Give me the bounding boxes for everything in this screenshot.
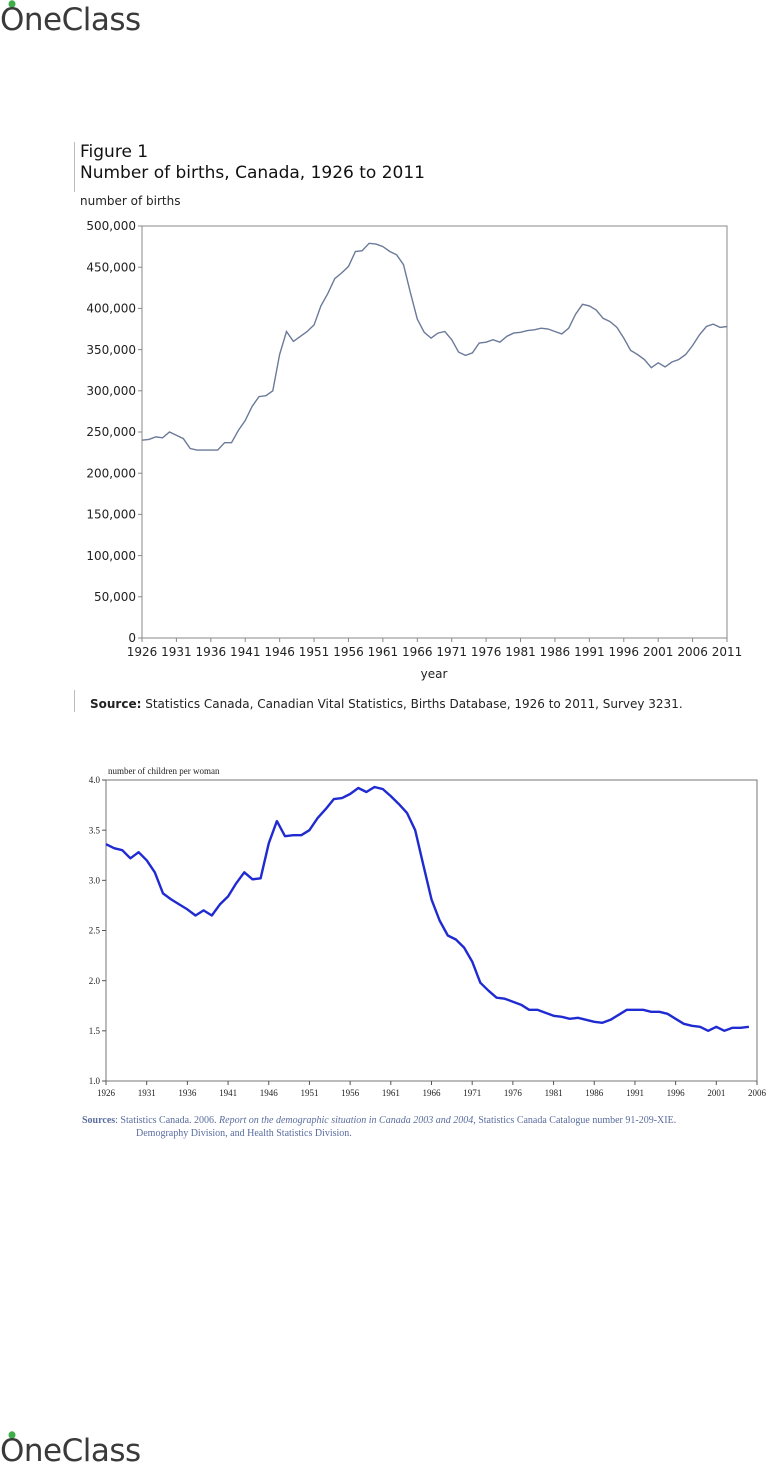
- figure1-header: Figure 1 Number of births, Canada, 1926 …: [80, 142, 425, 184]
- y-tick-label: 300,000: [86, 384, 136, 398]
- source1-left-rule: [74, 690, 75, 712]
- x-tick-label: 2011: [712, 645, 743, 659]
- x-tick-label: 1966: [402, 645, 433, 659]
- figure1-title: Number of births, Canada, 1926 to 2011: [80, 163, 425, 183]
- y-tick-label: 1.5: [89, 1026, 101, 1036]
- y-tick-label: 450,000: [86, 260, 136, 274]
- x-tick-label: 1971: [463, 1088, 481, 1098]
- y-tick-label: 250,000: [86, 425, 136, 439]
- chart2-y-axis-label: number of children per woman: [108, 766, 220, 776]
- y-tick-label: 4.0: [89, 775, 101, 785]
- x-tick-label: 1951: [299, 645, 330, 659]
- chart2-series-line: [105, 785, 750, 1032]
- y-tick-label: 1.0: [89, 1076, 101, 1086]
- brand-name: OneClass: [0, 2, 141, 38]
- figure2-source: Sources: Statistics Canada. 2006. Report…: [82, 1114, 676, 1140]
- x-tick-label: 1951: [300, 1088, 318, 1098]
- x-tick-label: 1961: [368, 645, 399, 659]
- figure2-source-text-1: : Statistics Canada. 2006.: [115, 1115, 220, 1126]
- figure1-left-rule: [74, 142, 75, 192]
- figure2-source-report-title: Report on the demographic situation in C…: [219, 1115, 476, 1126]
- x-tick-label: 1926: [97, 1088, 116, 1098]
- figure1-source-label: Source:: [90, 697, 142, 711]
- figure1-source: Source: Statistics Canada, Canadian Vita…: [90, 697, 683, 711]
- x-tick-label: 1931: [138, 1088, 156, 1098]
- y-tick-label: 0: [128, 631, 136, 645]
- x-tick-label: 2006: [748, 1088, 767, 1098]
- chart2-plot-frame: [105, 779, 758, 1082]
- y-tick-label: 400,000: [86, 302, 136, 316]
- chart1-series-line: [141, 242, 728, 451]
- x-tick-label: 1936: [196, 645, 227, 659]
- x-tick-label: 2006: [677, 645, 708, 659]
- x-tick-label: 1961: [382, 1088, 400, 1098]
- x-tick-label: 2001: [643, 645, 674, 659]
- x-tick-label: 1941: [219, 1088, 237, 1098]
- y-tick-label: 2.5: [89, 926, 101, 936]
- y-tick-label: 50,000: [94, 590, 136, 604]
- x-tick-label: 1931: [161, 645, 192, 659]
- y-tick-label: 3.5: [89, 825, 101, 835]
- y-tick-label: 3.0: [89, 875, 101, 885]
- apple-leaf-icon: [8, 0, 16, 8]
- x-tick-label: 1946: [264, 645, 295, 659]
- y-tick-label: 500,000: [86, 219, 136, 233]
- x-tick-label: 1991: [574, 645, 605, 659]
- x-tick-label: 1996: [608, 645, 639, 659]
- figure1-label: Figure 1: [80, 142, 149, 162]
- x-tick-label: 1941: [230, 645, 261, 659]
- figure2-source-text-2: Statistics Canada Catalogue number 91-20…: [475, 1115, 677, 1126]
- x-tick-label: 1956: [333, 645, 364, 659]
- x-tick-label: 1976: [504, 1088, 523, 1098]
- x-tick-label: 1976: [471, 645, 502, 659]
- figure2-source-label: Sources: [82, 1115, 116, 1126]
- x-tick-label: 1971: [436, 645, 467, 659]
- chart1-plot-frame: [141, 225, 728, 639]
- x-tick-label: 2001: [707, 1088, 725, 1098]
- y-tick-label: 200,000: [86, 466, 136, 480]
- brand-logo-top: OneClass: [0, 0, 141, 38]
- figure1-source-text: Statistics Canada, Canadian Vital Statis…: [145, 697, 683, 711]
- x-tick-label: 1981: [545, 1088, 563, 1098]
- y-tick-label: 2.0: [89, 976, 101, 986]
- apple-leaf-icon: [8, 1431, 16, 1439]
- x-tick-label: 1986: [540, 645, 571, 659]
- x-tick-label: 1956: [341, 1088, 360, 1098]
- y-tick-label: 350,000: [86, 343, 136, 357]
- fertility-line-chart: number of children per woman 1.0 1.5 2.0 2.…: [89, 766, 767, 1098]
- chart1-x-axis-label: year: [421, 667, 448, 681]
- figure2-source-line-2: Demography Division, and Health Statisti…: [136, 1128, 352, 1139]
- x-tick-label: 1966: [423, 1088, 442, 1098]
- figure1-y-axis-label: number of births: [80, 194, 181, 208]
- y-tick-label: 100,000: [86, 549, 136, 563]
- x-tick-label: 1981: [505, 645, 536, 659]
- x-tick-label: 1991: [626, 1088, 644, 1098]
- brand-logo-bottom: OneClass: [0, 1431, 141, 1469]
- x-tick-label: 1996: [667, 1088, 686, 1098]
- x-tick-label: 1936: [178, 1088, 197, 1098]
- births-line-chart: 0 50,000 100,000 150,000 200,000 250,000 300,0…: [86, 219, 743, 681]
- x-tick-label: 1946: [260, 1088, 279, 1098]
- x-tick-label: 1986: [585, 1088, 604, 1098]
- y-tick-label: 150,000: [86, 508, 136, 522]
- x-tick-label: 1926: [127, 645, 158, 659]
- brand-name: OneClass: [0, 1433, 141, 1469]
